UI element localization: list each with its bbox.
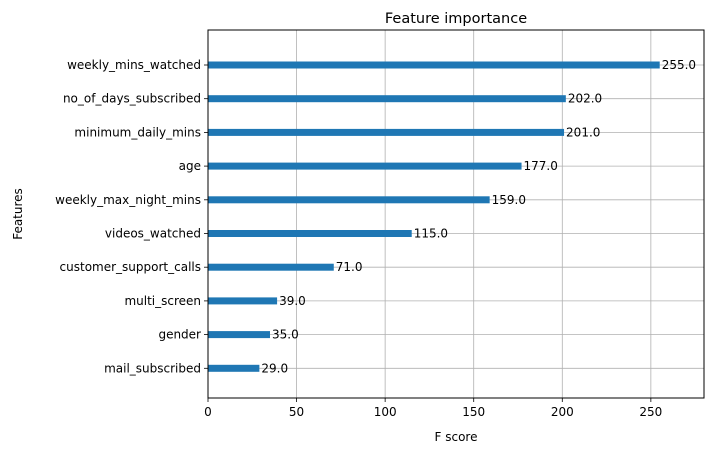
bar-multi_screen	[208, 297, 278, 305]
y-tick-label: mail_subscribed	[104, 361, 201, 375]
y-tick-label: multi_screen	[124, 294, 201, 308]
bar-weekly_mins_watched	[208, 61, 660, 69]
value-label: 29.0	[261, 361, 288, 375]
value-label: 35.0	[272, 328, 299, 342]
y-tick-label: customer_support_calls	[60, 260, 201, 274]
bar-customer_support_calls	[208, 263, 334, 271]
value-label: 255.0	[662, 58, 696, 72]
bar-gender	[208, 331, 270, 339]
chart-title: Feature importance	[385, 11, 527, 27]
bar-age	[208, 162, 522, 170]
bar-no_of_days_subscribed	[208, 95, 566, 103]
y-tick-label: no_of_days_subscribed	[63, 92, 201, 106]
value-label: 71.0	[336, 260, 363, 274]
y-tick-label: videos_watched	[105, 227, 201, 241]
y-tick-label: weekly_mins_watched	[67, 58, 201, 72]
y-axis-ticks: weekly_mins_watched no_of_days_subscribed…	[55, 58, 208, 375]
value-label: 115.0	[414, 227, 448, 241]
bar-mail_subscribed	[208, 364, 260, 372]
y-tick-label: weekly_max_night_mins	[55, 193, 201, 207]
value-label: 201.0	[566, 125, 600, 139]
bar-videos_watched	[208, 230, 412, 237]
x-tick-label: 0	[204, 405, 212, 419]
x-tick-label: 200	[551, 405, 574, 419]
value-label: 202.0	[568, 92, 602, 106]
y-tick-label: age	[179, 159, 201, 173]
grid-lines	[207, 30, 704, 398]
plot-frame	[207, 29, 705, 399]
y-axis-label: Features	[11, 188, 25, 240]
x-axis-ticks: 0 50 100 150 200 250	[204, 398, 662, 419]
bar-weekly_max_night_mins	[208, 196, 490, 204]
value-labels: 255.0 202.0 201.0 177.0 159.0 115.0 71.0 39.0 35…	[261, 58, 696, 375]
y-tick-label: minimum_daily_mins	[74, 125, 201, 139]
x-axis-label: F score	[435, 430, 478, 444]
x-tick-label: 100	[374, 405, 397, 419]
x-tick-label: 150	[462, 405, 485, 419]
value-label: 159.0	[492, 193, 526, 207]
bars	[208, 61, 660, 372]
x-tick-label: 250	[639, 405, 662, 419]
y-tick-label: gender	[158, 328, 201, 342]
value-label: 39.0	[279, 294, 306, 308]
x-tick-label: 50	[289, 405, 304, 419]
bar-minimum_daily_mins	[208, 128, 565, 136]
value-label: 177.0	[524, 159, 558, 173]
